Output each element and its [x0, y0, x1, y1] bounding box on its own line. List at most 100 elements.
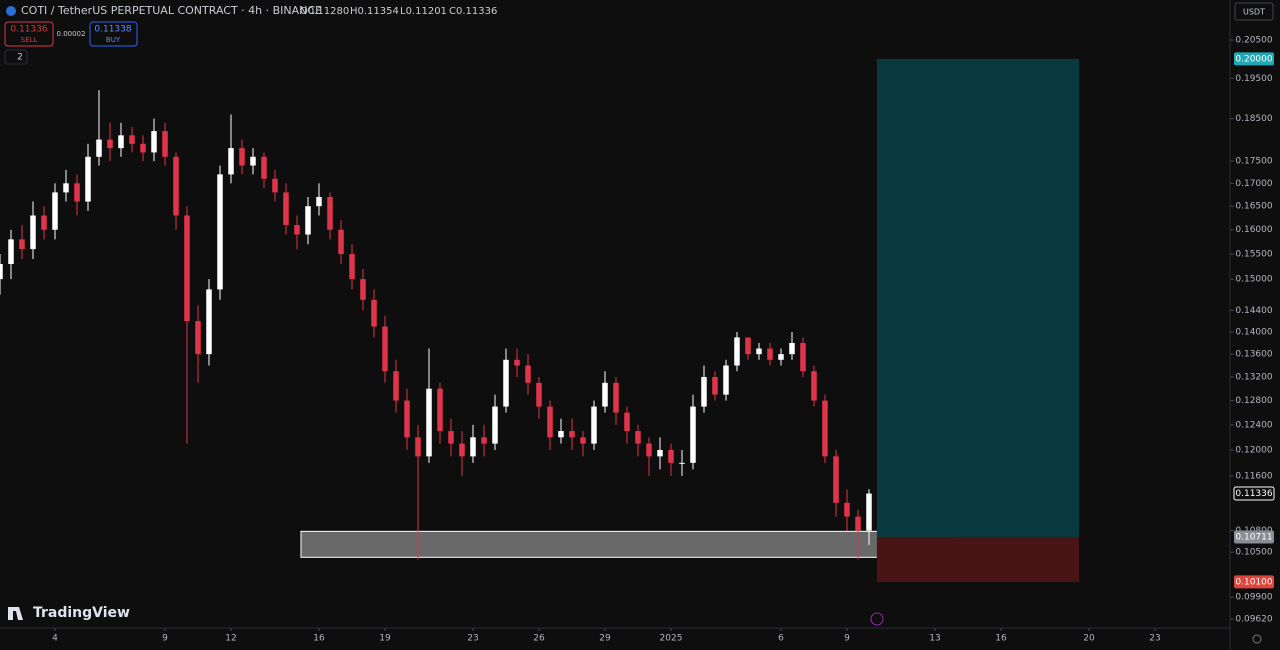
sell-button[interactable]: [4, 21, 54, 47]
indicator-toggle[interactable]: [4, 49, 28, 65]
y-tick-label: 0.09620: [1235, 615, 1272, 625]
y-tick-label: 0.17000: [1235, 179, 1272, 189]
candle-body: [591, 406, 597, 444]
candle-body: [52, 192, 58, 230]
candle-body: [558, 431, 564, 438]
candle-body: [118, 135, 124, 149]
position-entry-box: [1234, 530, 1274, 544]
candle-body: [217, 174, 223, 290]
candle-body: [844, 502, 850, 517]
candle-body: [690, 406, 696, 463]
candle-body: [393, 371, 399, 401]
buy-button[interactable]: [89, 21, 138, 47]
x-tick-label: 9: [162, 634, 168, 644]
settings-icon[interactable]: [1252, 634, 1262, 644]
candle-body: [679, 462, 685, 464]
candle-body: [602, 382, 608, 407]
candle-body: [481, 437, 487, 444]
position-entry-label: 0.10711: [1235, 532, 1272, 542]
candle-body: [382, 326, 388, 372]
candle-body: [723, 365, 729, 395]
candle-body: [701, 377, 707, 407]
logo-icon: [8, 607, 23, 620]
candle-body: [635, 431, 641, 444]
profit-zone: [876, 58, 1080, 537]
candle-body: [657, 449, 663, 457]
candle-body: [503, 359, 509, 407]
y-tick-label: 0.11600: [1235, 471, 1272, 481]
candle-body: [789, 342, 795, 355]
candle-body: [580, 437, 586, 444]
candle-body: [8, 239, 14, 264]
candle-body: [569, 431, 575, 438]
x-tick-label: 6: [778, 634, 784, 644]
x-tick-label: 23: [467, 634, 478, 644]
y-tick-label: 0.13200: [1235, 373, 1272, 383]
candle-body: [470, 437, 476, 457]
y-tick-label: 0.12400: [1235, 420, 1272, 430]
x-tick-label: 2025: [660, 634, 683, 644]
candle-body: [778, 354, 784, 360]
candle-body: [415, 437, 421, 457]
sell-price: 0.11336: [10, 25, 47, 35]
symbol-title: COTI / TetherUS PERPETUAL CONTRACT · 4h …: [21, 4, 322, 17]
x-tick-label: 20: [1083, 634, 1095, 644]
candle-body: [74, 183, 80, 202]
candle-body: [811, 371, 817, 401]
plot-area: [0, 58, 1080, 582]
candle-body: [822, 400, 828, 457]
x-tick-label: 9: [844, 634, 850, 644]
candle-body: [514, 359, 520, 366]
loss-zone: [876, 536, 1080, 582]
buy-price: 0.11338: [94, 25, 131, 35]
flash-icon[interactable]: [870, 612, 884, 626]
candle-body: [151, 131, 157, 153]
candle-body: [734, 337, 740, 366]
x-tick-label: 16: [313, 634, 325, 644]
ohlc-open: O0.11280: [300, 6, 349, 17]
x-tick-label: 26: [533, 634, 545, 644]
x-tick-label: 19: [379, 634, 391, 644]
y-tick-label: 0.16500: [1235, 202, 1272, 212]
x-tick-label: 12: [225, 634, 236, 644]
candle-body: [305, 206, 311, 235]
candle-body: [404, 400, 410, 438]
y-tick-label: 0.14400: [1235, 306, 1272, 316]
y-tick-label: 0.12800: [1235, 396, 1272, 406]
candle-body: [96, 139, 102, 157]
position-stop-label: 0.10100: [1235, 577, 1272, 587]
candle-body: [459, 443, 465, 457]
candle-body: [624, 412, 630, 432]
y-tick-label: 0.15000: [1235, 275, 1272, 285]
candle-body: [30, 215, 36, 250]
indicator-count: 2: [17, 53, 23, 63]
currency: USDT: [1243, 8, 1265, 17]
last-price-label: 0.11336: [1235, 489, 1272, 499]
candle-body: [107, 139, 113, 149]
candle-body: [547, 406, 553, 438]
candle-body: [129, 135, 135, 144]
candle-body: [85, 156, 91, 202]
y-tick-label: 0.19500: [1235, 74, 1272, 84]
candle-body: [272, 178, 278, 193]
candle-body: [283, 192, 289, 225]
ohlc-close: C0.11336: [449, 6, 497, 17]
candle-body: [228, 148, 234, 175]
candle-body: [360, 279, 366, 300]
y-tick-label: 0.14000: [1235, 327, 1272, 337]
position-target-label: 0.20000: [1235, 54, 1272, 64]
y-tick-label: 0.10500: [1235, 548, 1272, 558]
currency-button[interactable]: [1234, 2, 1274, 21]
candle-body: [833, 456, 839, 503]
candle-body: [0, 263, 3, 280]
candle-body: [327, 196, 333, 230]
y-tick-label: 0.15500: [1235, 250, 1272, 260]
symbol-icon: [6, 6, 16, 16]
x-tick-label: 13: [929, 634, 940, 644]
candle-body: [294, 224, 300, 235]
candle-body: [613, 382, 619, 413]
candle-body: [250, 156, 256, 166]
candle-body: [195, 321, 201, 355]
